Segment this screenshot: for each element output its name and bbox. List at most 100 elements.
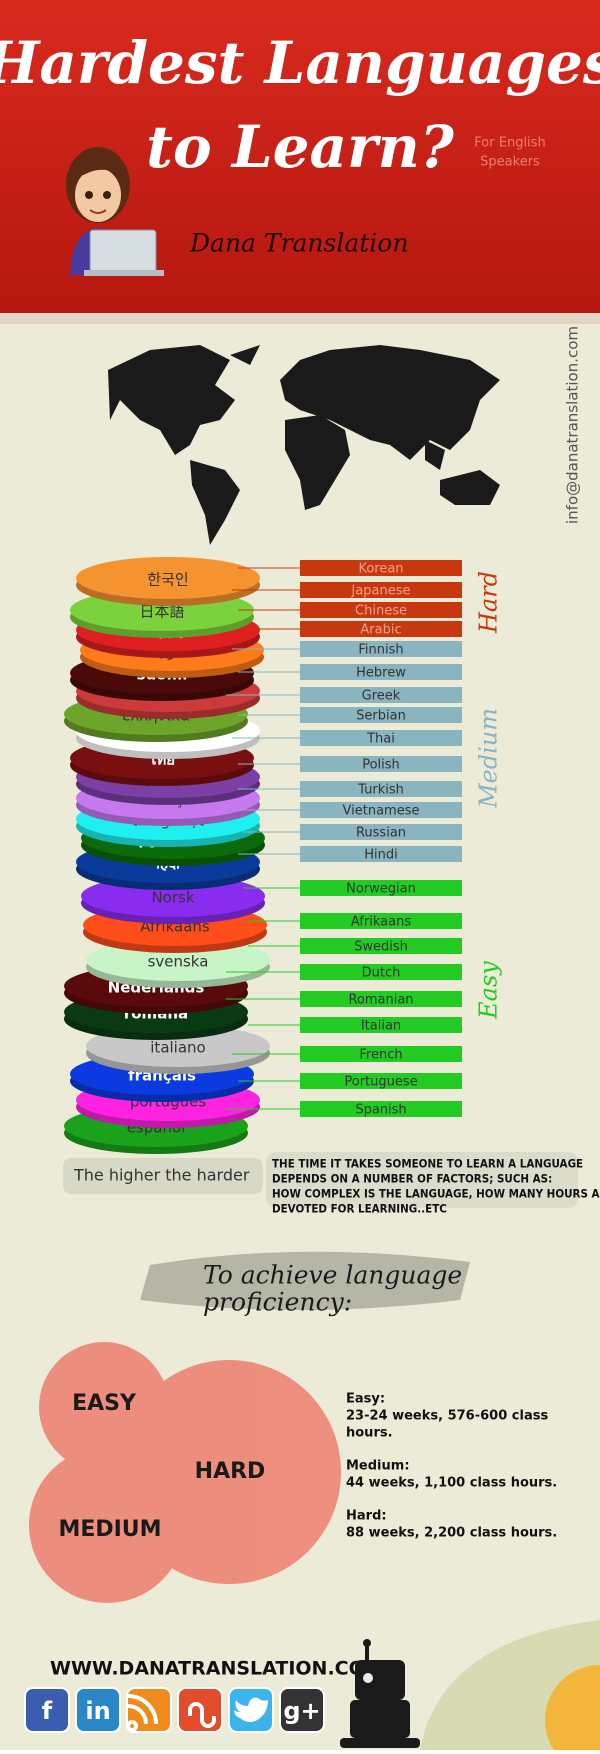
language-name: French [359,1048,402,1063]
subtitle: For English [474,136,545,151]
language-name: Hebrew [356,666,406,681]
note-line: HOW COMPLEX IS THE LANGUAGE, HOW MANY HO… [272,1187,600,1201]
stumble-symbol [188,1702,216,1728]
title-line: to Learn? [146,113,455,181]
subtitle: Speakers [480,155,540,170]
social-label: g+ [283,1697,320,1725]
level-label: Medium [475,708,503,809]
language-box [300,1017,462,1033]
note-text: THE TIME IT TAKES SOMEONE TO LEARN A LAN… [272,1157,600,1216]
language-box [300,781,462,797]
language-name: Greek [362,689,401,704]
robot [340,1639,420,1748]
language-box [300,560,462,576]
detail-text: 88 weeks, 2,200 class hours. [346,1526,557,1541]
level-label: Hard [475,571,503,634]
language-box [300,687,462,703]
detail-text: hours. [346,1426,393,1441]
language-name: Arabic [360,623,401,638]
language-name: Italian [361,1019,401,1034]
language-box [300,802,462,818]
language-box [300,1101,462,1117]
note-panel [266,1152,578,1208]
language-box [300,602,462,618]
language-box [300,846,462,862]
language-name: Portuguese [344,1075,417,1090]
note-line: THE TIME IT TAKES SOMEONE TO LEARN A LAN… [272,1157,583,1171]
language-name: Polish [362,758,400,773]
language-box [300,707,462,723]
proficiency-title: proficiency: [203,1288,352,1317]
circle-label: EASY [72,1391,137,1416]
rss-symbol [126,1694,158,1732]
detail-text: 44 weeks, 1,100 class hours. [346,1476,557,1491]
social-label: in [85,1697,110,1725]
social-icon[interactable] [24,1687,70,1733]
language-box [300,964,462,980]
language-name: Japanese [350,584,410,599]
language-box [300,1073,462,1089]
avatar [66,147,164,276]
social-icon[interactable] [75,1687,121,1733]
note-label: The higher the harder [73,1166,250,1185]
venn [29,1342,341,1603]
disc [76,557,260,599]
footer-url: WWW.DANATRANSLATION.COM [50,1658,384,1680]
language-name: Finnish [358,643,403,658]
social-label: f [42,1697,53,1725]
level-label: Easy [475,961,503,1020]
title-line: Hardest Languages [0,29,600,97]
language-box [300,641,462,657]
language-box [300,756,462,772]
note-line: DEPENDS ON A NUMBER OF FACTORS; SUCH AS: [272,1172,552,1186]
language-name: Thai [366,732,395,747]
detail-level: Easy: [346,1392,385,1407]
language-box [300,991,462,1007]
brand: Dana Translation [189,229,408,258]
language-box [300,664,462,680]
language-name: Afrikaans [351,915,411,930]
language-box [300,824,462,840]
language-box [300,913,462,929]
language-name: Romanian [348,993,413,1008]
proficiency: EASY HARD MEDIUM Easy: 23-24 weeks, 576-600 … [58,1391,557,1542]
language-name: Spanish [355,1103,406,1118]
circle-label: HARD [195,1459,266,1484]
language-box [300,880,462,896]
proficiency-title: To achieve language [203,1261,462,1290]
world-map [108,345,500,545]
language-name: Turkish [357,783,404,798]
language-name: Serbian [356,709,406,724]
brush-stroke [140,1251,470,1310]
circle-label: MEDIUM [58,1517,161,1542]
language-box [300,938,462,954]
social-icon[interactable] [279,1687,325,1733]
disc-label: italiano [150,1039,205,1057]
language-box [300,1046,462,1062]
language-name: Dutch [362,966,401,981]
disc-label: 日本語 [139,603,184,621]
note-box [63,1158,263,1194]
language-name: Norwegian [346,882,416,897]
language-box [300,582,462,598]
disc-label: svenska [148,953,209,971]
language-box [300,621,462,637]
disc-label: Norsk [151,889,194,907]
language-name: Korean [358,562,403,577]
language-name: Hindi [364,848,398,863]
language-name: Chinese [355,604,407,619]
language-name: Swedish [354,940,408,955]
detail-level: Hard: [346,1509,387,1524]
language-name: Vietnamese [343,804,420,819]
disc-label: 한국인 [147,571,188,589]
sun [545,1665,600,1754]
language-box [300,730,462,746]
language-name: Russian [356,826,406,841]
twitter-symbol [234,1697,268,1723]
contact: info@danatranslation.com [564,326,582,524]
language-stack: españolportuguêsfrançaisitalianoromânăNe… [64,557,503,1154]
detail-level: Medium: [346,1459,410,1474]
detail-text: 23-24 weeks, 576-600 class [346,1409,548,1424]
